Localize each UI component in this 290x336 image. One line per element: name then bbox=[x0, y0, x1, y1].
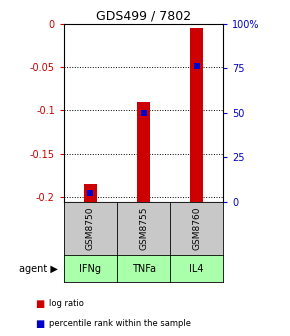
Text: GSM8760: GSM8760 bbox=[192, 207, 201, 250]
Title: GDS499 / 7802: GDS499 / 7802 bbox=[96, 9, 191, 23]
Text: IL4: IL4 bbox=[189, 264, 204, 274]
Text: IFNg: IFNg bbox=[79, 264, 102, 274]
Text: GSM8755: GSM8755 bbox=[139, 207, 148, 250]
Text: TNFa: TNFa bbox=[132, 264, 155, 274]
Text: log ratio: log ratio bbox=[49, 299, 84, 308]
Bar bbox=[137, 102, 150, 202]
Text: GSM8750: GSM8750 bbox=[86, 207, 95, 250]
Text: ■: ■ bbox=[35, 319, 44, 329]
Bar bbox=[84, 184, 97, 202]
Text: percentile rank within the sample: percentile rank within the sample bbox=[49, 319, 191, 328]
Text: agent ▶: agent ▶ bbox=[19, 264, 58, 274]
Bar bbox=[190, 28, 203, 202]
Text: ■: ■ bbox=[35, 299, 44, 309]
